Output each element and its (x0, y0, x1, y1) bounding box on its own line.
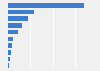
Bar (8, 23, 22, 28)
Bar (8, 50, 11, 55)
Bar (8, 36, 13, 41)
Bar (8, 57, 10, 61)
Bar (8, 16, 28, 21)
Bar (8, 3, 84, 8)
Bar (8, 63, 9, 68)
Bar (8, 43, 12, 48)
Bar (8, 30, 18, 35)
Bar (8, 10, 34, 14)
